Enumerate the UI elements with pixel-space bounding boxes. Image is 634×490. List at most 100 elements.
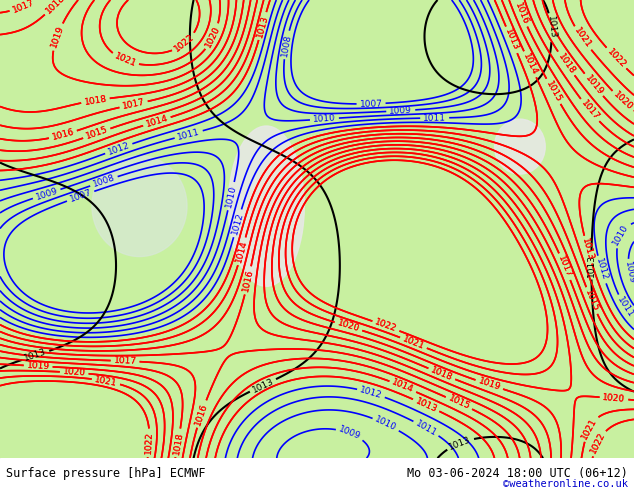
Text: 1009: 1009 [389, 106, 413, 116]
Text: 1013: 1013 [250, 376, 275, 394]
Text: 1022: 1022 [173, 33, 196, 54]
Text: 1009: 1009 [337, 425, 362, 442]
Text: 1018: 1018 [83, 94, 108, 107]
Text: 1018: 1018 [556, 51, 576, 75]
Text: 1009: 1009 [623, 261, 634, 285]
Text: 1022: 1022 [373, 318, 398, 334]
Text: 1018: 1018 [44, 0, 67, 16]
Text: 1013: 1013 [23, 347, 48, 364]
Text: 1021: 1021 [573, 26, 593, 50]
Text: 1022: 1022 [145, 431, 155, 454]
Text: 1014: 1014 [391, 378, 415, 395]
Text: 1010: 1010 [224, 184, 238, 208]
Text: Mo 03-06-2024 18:00 UTC (06+12): Mo 03-06-2024 18:00 UTC (06+12) [407, 467, 628, 480]
Text: 1021: 1021 [401, 334, 426, 351]
Text: 1017: 1017 [121, 98, 146, 111]
Text: 1021: 1021 [94, 375, 118, 388]
Text: 1015: 1015 [446, 394, 471, 412]
Text: 1010: 1010 [313, 114, 336, 124]
Text: 1020: 1020 [63, 368, 86, 378]
Text: 1013: 1013 [546, 16, 557, 40]
Text: 1008: 1008 [91, 173, 116, 189]
Text: 1020: 1020 [336, 319, 361, 334]
Text: 1020: 1020 [63, 368, 86, 378]
Text: 1016: 1016 [51, 127, 75, 142]
Text: 1021: 1021 [113, 52, 138, 69]
Text: 1016: 1016 [241, 268, 255, 293]
Text: 1022: 1022 [589, 431, 607, 455]
Text: 1022: 1022 [605, 47, 628, 70]
Text: 1015: 1015 [583, 288, 600, 313]
Text: 1021: 1021 [580, 416, 599, 441]
Text: 1013: 1013 [414, 396, 439, 414]
Text: 1013: 1013 [581, 238, 595, 262]
Text: 1013: 1013 [448, 435, 472, 451]
Ellipse shape [92, 156, 187, 257]
Text: 1017: 1017 [11, 0, 36, 15]
Text: 1018: 1018 [44, 0, 67, 16]
Text: 1018: 1018 [172, 431, 184, 455]
Text: 1014: 1014 [235, 239, 249, 264]
Text: 1015: 1015 [544, 79, 563, 103]
Text: 1017: 1017 [579, 98, 600, 122]
Text: 1015: 1015 [84, 125, 109, 142]
Text: 1021: 1021 [580, 416, 599, 441]
Text: 1013: 1013 [503, 27, 521, 52]
Text: 1016: 1016 [513, 1, 530, 25]
Text: 1009: 1009 [34, 186, 59, 202]
Text: 1013: 1013 [414, 396, 439, 414]
Text: 1017: 1017 [121, 98, 146, 111]
Text: 1016: 1016 [51, 127, 75, 142]
Text: 1020: 1020 [204, 24, 222, 49]
Text: 1020: 1020 [602, 393, 626, 404]
Text: 1013: 1013 [503, 27, 521, 52]
Text: 1022: 1022 [173, 33, 196, 54]
Text: 1014: 1014 [145, 114, 169, 129]
Text: 1022: 1022 [373, 318, 398, 334]
Text: 1012: 1012 [107, 141, 131, 157]
Text: 1007: 1007 [359, 99, 383, 109]
Text: 1021: 1021 [94, 375, 118, 388]
Text: 1017: 1017 [556, 254, 573, 279]
Text: 1017: 1017 [579, 98, 600, 122]
Text: 1015: 1015 [84, 125, 109, 142]
Text: 1016: 1016 [193, 402, 209, 426]
Text: 1014: 1014 [235, 239, 249, 264]
Text: 1013: 1013 [587, 254, 596, 276]
Text: 1019: 1019 [49, 24, 65, 49]
Text: 1012: 1012 [230, 211, 245, 236]
Text: 1018: 1018 [429, 366, 454, 382]
Text: 1016: 1016 [241, 268, 255, 293]
Text: 1013: 1013 [581, 238, 595, 262]
Text: 1011: 1011 [616, 295, 634, 319]
Text: 1010: 1010 [373, 415, 398, 433]
Text: 1022: 1022 [589, 431, 607, 455]
Text: 1018: 1018 [172, 431, 184, 455]
Text: 1017: 1017 [11, 0, 36, 15]
Text: 1019: 1019 [583, 73, 604, 97]
Text: 1019: 1019 [583, 73, 604, 97]
Text: 1018: 1018 [556, 51, 576, 75]
Text: 1020: 1020 [602, 393, 626, 404]
Text: 1008: 1008 [280, 33, 293, 57]
Text: 1019: 1019 [477, 377, 501, 392]
Text: 1020: 1020 [204, 24, 222, 49]
Text: 1013: 1013 [255, 14, 270, 38]
Text: 1014: 1014 [145, 114, 169, 129]
Text: 1015: 1015 [583, 288, 600, 313]
Text: 1021: 1021 [401, 334, 426, 351]
Text: 1016: 1016 [193, 402, 209, 426]
Text: 1007: 1007 [68, 188, 93, 204]
Text: 1022: 1022 [145, 431, 155, 454]
Ellipse shape [228, 126, 304, 286]
Text: 1020: 1020 [336, 319, 361, 334]
Text: 1010: 1010 [611, 222, 630, 246]
Text: 1012: 1012 [594, 257, 609, 282]
Text: 1011: 1011 [423, 113, 446, 122]
Text: 1020: 1020 [611, 90, 634, 112]
Text: 1017: 1017 [113, 356, 137, 366]
Text: 1015: 1015 [544, 79, 563, 103]
Text: 1019: 1019 [27, 361, 50, 371]
Ellipse shape [495, 119, 545, 174]
Text: 1014: 1014 [521, 52, 539, 76]
